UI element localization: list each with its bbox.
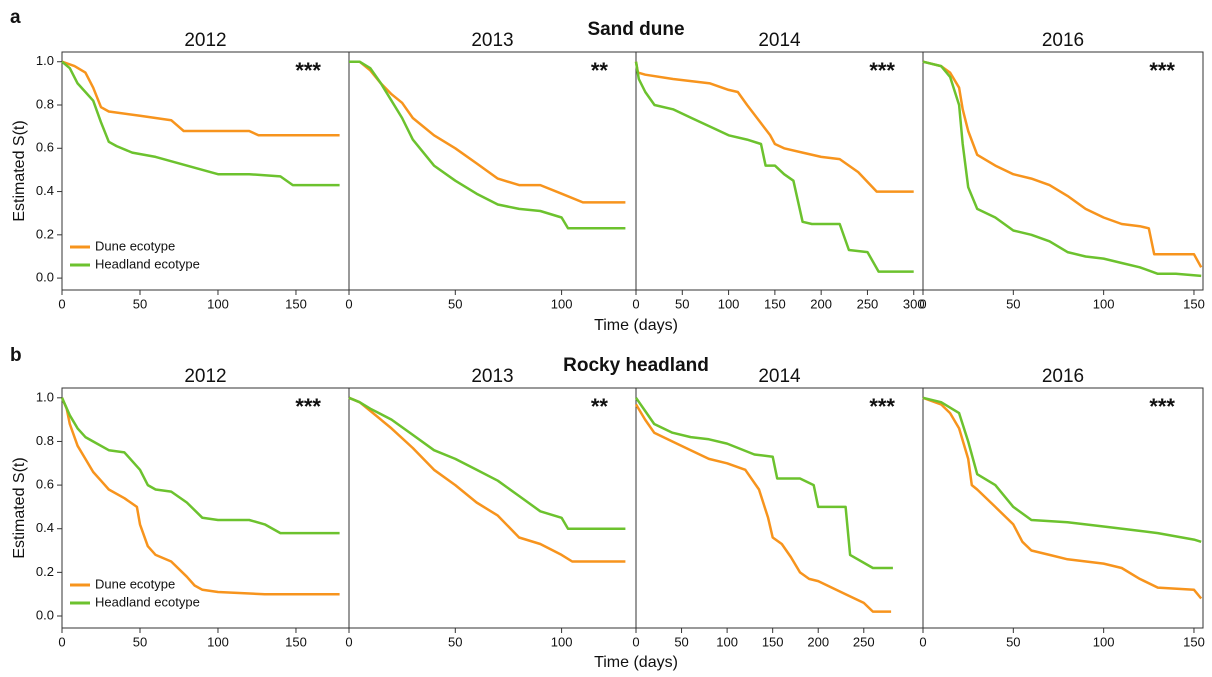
panel-title: 2016 bbox=[1042, 30, 1084, 51]
significance: *** bbox=[869, 58, 895, 83]
x-tick-label: 50 bbox=[674, 634, 688, 649]
x-tick-label: 50 bbox=[1006, 296, 1020, 311]
survival-curve bbox=[922, 60, 1203, 268]
y-tick-label: 0.4 bbox=[36, 183, 54, 198]
y-tick-label: 1.0 bbox=[36, 389, 54, 404]
survival-curve bbox=[61, 60, 340, 137]
x-tick-label: 0 bbox=[632, 634, 639, 649]
x-tick-label: 150 bbox=[1183, 296, 1205, 311]
x-tick-label: 50 bbox=[448, 634, 462, 649]
y-tick-label: 0.6 bbox=[36, 477, 54, 492]
x-tick-label: 0 bbox=[919, 634, 926, 649]
survival-curve bbox=[349, 60, 626, 204]
y-tick-label: 1.0 bbox=[36, 53, 54, 68]
y-axis-label: Estimated S(t) bbox=[11, 457, 28, 558]
survival-curve bbox=[348, 396, 626, 530]
x-tick-label: 250 bbox=[853, 634, 875, 649]
x-tick-label: 0 bbox=[58, 296, 65, 311]
panel-title: 2016 bbox=[1042, 366, 1084, 387]
significance: *** bbox=[295, 58, 321, 83]
y-axis-label: Estimated S(t) bbox=[11, 120, 28, 221]
panel-title: 2012 bbox=[184, 366, 226, 387]
survival-curve bbox=[634, 61, 914, 273]
legend-label: Headland ecotype bbox=[95, 594, 200, 609]
survival-curve bbox=[634, 403, 892, 613]
y-tick-label: 0.8 bbox=[36, 96, 54, 111]
x-tick-label: 0 bbox=[58, 634, 65, 649]
x-tick-label: 100 bbox=[551, 634, 573, 649]
significance: ** bbox=[591, 58, 609, 83]
panel-frame bbox=[348, 387, 637, 629]
panel-title: 2014 bbox=[758, 366, 801, 387]
significance: *** bbox=[295, 394, 321, 419]
legend-label: Dune ecotype bbox=[95, 238, 175, 253]
x-tick-label: 100 bbox=[718, 296, 740, 311]
x-tick-label: 50 bbox=[1006, 634, 1020, 649]
survival-curve bbox=[634, 61, 914, 193]
x-tick-label: 100 bbox=[207, 296, 229, 311]
x-tick-label: 100 bbox=[1093, 296, 1115, 311]
survival-curve bbox=[922, 396, 1202, 543]
panel-frame bbox=[635, 387, 924, 629]
panel-title: 2013 bbox=[471, 30, 513, 51]
x-tick-label: 150 bbox=[285, 296, 307, 311]
survival-curve bbox=[60, 397, 340, 596]
x-tick-label: 250 bbox=[857, 296, 879, 311]
y-tick-label: 0.2 bbox=[36, 564, 54, 579]
y-tick-label: 0.2 bbox=[36, 226, 54, 241]
panel-frame bbox=[922, 387, 1204, 629]
panel-frame bbox=[922, 51, 1204, 291]
panel-letter: a bbox=[10, 7, 21, 28]
y-tick-label: 0.0 bbox=[36, 270, 54, 285]
x-tick-label: 50 bbox=[675, 296, 689, 311]
significance: ** bbox=[591, 394, 609, 419]
x-tick-label: 50 bbox=[133, 296, 147, 311]
x-tick-label: 100 bbox=[207, 634, 229, 649]
x-tick-label: 0 bbox=[919, 296, 926, 311]
significance: *** bbox=[1149, 394, 1175, 419]
x-tick-label: 0 bbox=[345, 296, 352, 311]
row-title: Sand dune bbox=[587, 19, 684, 40]
survival-curve bbox=[61, 60, 340, 187]
x-tick-label: 100 bbox=[551, 296, 573, 311]
x-tick-label: 150 bbox=[764, 296, 786, 311]
survival-curve bbox=[922, 396, 1203, 600]
row-title: Rocky headland bbox=[563, 355, 709, 376]
x-tick-label: 200 bbox=[807, 634, 829, 649]
survival-curve bbox=[348, 396, 626, 563]
y-tick-label: 0.6 bbox=[36, 140, 54, 155]
x-tick-label: 100 bbox=[716, 634, 738, 649]
significance: *** bbox=[1149, 58, 1175, 83]
y-tick-label: 0.0 bbox=[36, 607, 54, 622]
legend-label: Dune ecotype bbox=[95, 576, 175, 591]
panel-frame bbox=[348, 51, 637, 291]
survival-curve bbox=[922, 60, 1202, 278]
x-tick-label: 150 bbox=[285, 634, 307, 649]
survival-curve bbox=[349, 60, 626, 230]
panel-title: 2014 bbox=[758, 30, 801, 51]
legend-label: Headland ecotype bbox=[95, 256, 200, 271]
x-tick-label: 300 bbox=[903, 296, 925, 311]
panel-title: 2013 bbox=[471, 366, 513, 387]
survival-curve bbox=[60, 397, 340, 535]
x-axis-label: Time (days) bbox=[594, 654, 678, 671]
panel-letter: b bbox=[10, 345, 22, 366]
significance: *** bbox=[869, 394, 895, 419]
panel-frame bbox=[61, 387, 350, 629]
x-tick-label: 50 bbox=[448, 296, 462, 311]
x-tick-label: 0 bbox=[345, 634, 352, 649]
x-tick-label: 150 bbox=[762, 634, 784, 649]
panel-title: 2012 bbox=[184, 30, 226, 51]
x-tick-label: 0 bbox=[632, 296, 639, 311]
y-tick-label: 0.8 bbox=[36, 433, 54, 448]
x-axis-label: Time (days) bbox=[594, 317, 678, 334]
x-tick-label: 200 bbox=[810, 296, 832, 311]
x-tick-label: 100 bbox=[1093, 634, 1115, 649]
x-tick-label: 50 bbox=[133, 634, 147, 649]
x-tick-label: 150 bbox=[1183, 634, 1205, 649]
y-tick-label: 0.4 bbox=[36, 520, 54, 535]
survival-curve bbox=[634, 397, 893, 570]
